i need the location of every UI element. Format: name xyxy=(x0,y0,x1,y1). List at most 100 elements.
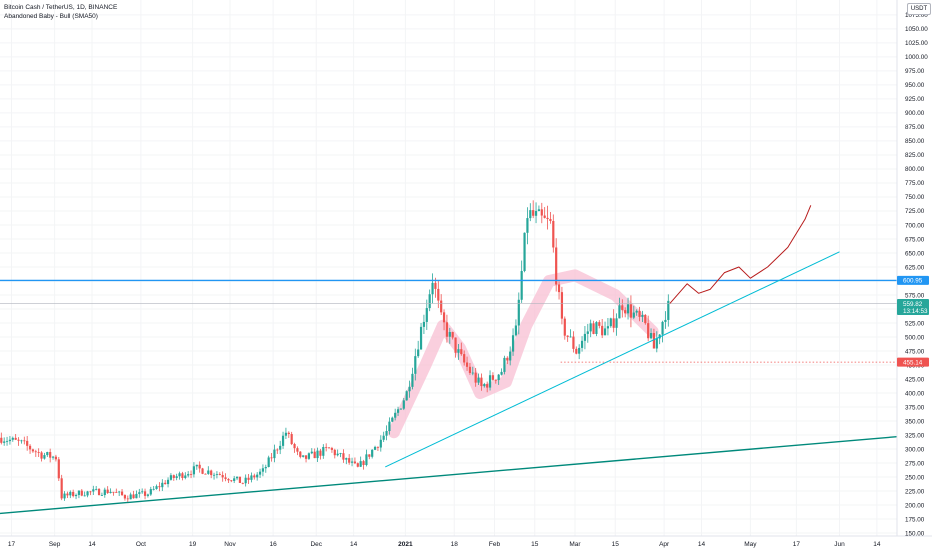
price-tick-label: 725.00 xyxy=(905,208,925,215)
candle-body xyxy=(181,473,184,478)
candle-body xyxy=(204,473,207,475)
price-axis[interactable]: 150.00 175.00 200.00 225.00 250.00 275.00 300.… xyxy=(896,0,932,550)
candle-body xyxy=(72,491,75,497)
candle-body xyxy=(376,446,380,448)
candle-body xyxy=(103,489,106,496)
price-label-box xyxy=(897,357,929,367)
candle-body xyxy=(316,450,319,459)
candle-body xyxy=(172,475,175,478)
candle-body xyxy=(235,476,239,479)
candle-body xyxy=(667,300,670,320)
candle-body xyxy=(189,474,193,475)
candle-body xyxy=(514,325,518,336)
candle-body xyxy=(486,384,489,388)
candle-body xyxy=(161,482,164,488)
candle-body xyxy=(532,210,535,216)
candle-body xyxy=(394,412,397,418)
candle-body xyxy=(212,474,216,476)
candle-body xyxy=(517,299,520,326)
currency-button[interactable]: USDT xyxy=(907,3,931,15)
candle-body xyxy=(250,475,253,480)
time-tick-label: Sep xyxy=(49,541,61,548)
candle-body xyxy=(601,325,604,336)
candle-body xyxy=(187,474,190,476)
price-tick-label: 300.00 xyxy=(905,446,925,453)
candle-body xyxy=(589,323,592,332)
price-tick-label: 875.00 xyxy=(905,124,925,131)
candle-body xyxy=(621,305,624,311)
candle-body xyxy=(488,375,492,388)
candle-body xyxy=(497,374,500,381)
countdown-label: 13:14:53 xyxy=(903,308,928,315)
candle-body xyxy=(169,475,173,480)
candle-body xyxy=(86,491,89,496)
candle-body xyxy=(100,495,104,496)
candle-body xyxy=(215,474,219,475)
candle-body xyxy=(302,455,305,457)
time-tick-label: Nov xyxy=(224,541,236,548)
time-axis[interactable]: 17 Sep 14 Oct 19 Nov 16 Dec 14 2021 18 Feb 15 Mar 15 Ap… xyxy=(0,535,932,548)
candle-body xyxy=(164,482,167,485)
candle-body xyxy=(118,491,121,493)
candle-body xyxy=(362,461,365,466)
price-label-box xyxy=(897,298,929,315)
candle-body xyxy=(319,450,322,456)
candle-body xyxy=(49,452,52,458)
time-tick-label: 19 xyxy=(189,541,197,548)
candle-body xyxy=(218,474,221,476)
candle-body xyxy=(227,479,230,481)
candle-body xyxy=(63,493,66,499)
candle-body xyxy=(109,491,112,494)
candle-body xyxy=(34,451,37,453)
candle-body xyxy=(560,292,564,319)
time-tick-label: May xyxy=(744,541,757,548)
candle-body xyxy=(247,477,250,480)
candle-body xyxy=(57,459,60,479)
price-label: 559.82 xyxy=(903,301,923,308)
candle-body xyxy=(586,331,589,334)
candle-body xyxy=(451,332,454,338)
indicator-label[interactable]: Abandoned Baby - Bull (SMA50) xyxy=(4,13,98,20)
pattern-highlight xyxy=(387,269,659,439)
candle-body xyxy=(583,333,587,341)
price-tick-label: 775.00 xyxy=(905,180,925,187)
candle-body xyxy=(230,480,233,482)
candle-body xyxy=(244,477,247,484)
candle-body xyxy=(158,486,161,488)
candle-body xyxy=(166,479,170,485)
candle-body xyxy=(339,453,342,454)
candle-body xyxy=(60,478,63,499)
grid xyxy=(0,0,897,536)
price-label-box xyxy=(897,275,929,285)
candle-body xyxy=(511,335,515,352)
price-tick-label: 350.00 xyxy=(905,418,925,425)
candle-body xyxy=(382,435,385,440)
symbol-title[interactable]: Bitcoin Cash / TetherUS, 1D, BINANCE xyxy=(4,4,118,11)
candle-body xyxy=(23,440,26,442)
candle-body xyxy=(379,439,382,448)
price-tick-label: 700.00 xyxy=(905,222,925,229)
candle-body xyxy=(408,386,411,392)
candle-body xyxy=(195,464,198,467)
candle-body xyxy=(112,491,115,493)
candle-body xyxy=(143,491,147,496)
price-tick-label: 1050.00 xyxy=(905,26,928,33)
price-tick-label: 575.00 xyxy=(905,292,925,299)
candle-body xyxy=(385,431,388,436)
candle-body xyxy=(494,379,497,381)
candle-body xyxy=(641,314,644,317)
candle-body xyxy=(287,432,290,435)
candle-body xyxy=(520,271,523,300)
price-tick-label: 625.00 xyxy=(905,264,925,271)
time-tick-label: 14 xyxy=(350,541,358,548)
candle-body xyxy=(342,453,345,460)
candle-body xyxy=(649,333,653,339)
candle-body xyxy=(66,493,69,496)
projection-path xyxy=(669,205,812,304)
candle-body xyxy=(152,488,155,490)
price-tick-label: 950.00 xyxy=(905,82,925,89)
candle-body xyxy=(603,328,607,336)
candle-body xyxy=(28,445,32,450)
candle-body xyxy=(327,447,331,449)
